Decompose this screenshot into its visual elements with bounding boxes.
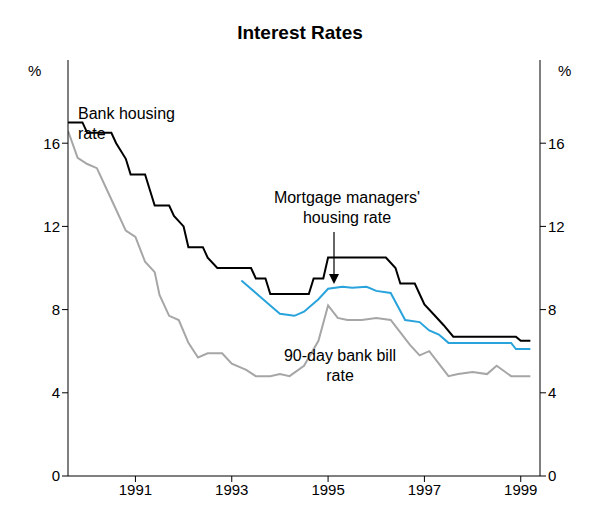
html-text:90-day bank bill rate: 90-day bank bill rate	[284, 347, 396, 384]
html-text:Mortgage managers' housing rat: Mortgage managers' housing rate	[273, 189, 421, 226]
svg-text:12: 12	[548, 218, 565, 235]
svg-text:0: 0	[548, 467, 556, 484]
html-text:Bank housing rate: Bank housing rate	[78, 105, 175, 142]
svg-text:8: 8	[52, 301, 60, 318]
svg-text:8: 8	[548, 301, 556, 318]
html-text:Interest Rates: Interest Rates	[237, 22, 363, 43]
svg-text:16: 16	[548, 135, 565, 152]
svg-text:16: 16	[43, 135, 60, 152]
svg-text:1999: 1999	[504, 481, 537, 498]
svg-text:4: 4	[52, 384, 60, 401]
svg-text:0: 0	[52, 467, 60, 484]
svg-text:4: 4	[548, 384, 556, 401]
svg-text:1993: 1993	[215, 481, 248, 498]
svg-text:1995: 1995	[311, 481, 344, 498]
svg-text:12: 12	[43, 218, 60, 235]
svg-text:1991: 1991	[119, 481, 152, 498]
svg-text:1997: 1997	[408, 481, 441, 498]
